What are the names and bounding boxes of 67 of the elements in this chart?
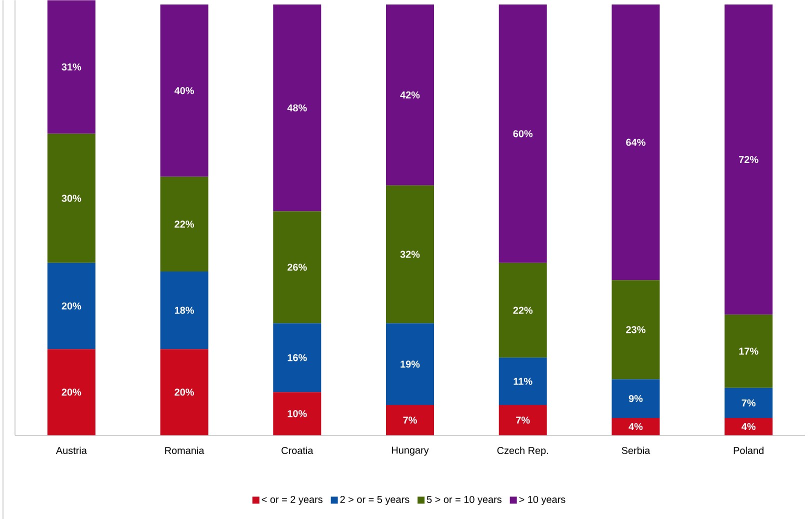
bar bbox=[612, 280, 660, 380]
legend-label: > 10 years bbox=[519, 496, 566, 505]
data-label: 20% bbox=[62, 388, 82, 396]
bar bbox=[386, 404, 434, 435]
data-label: 18% bbox=[174, 306, 194, 314]
data-label: 26% bbox=[288, 264, 307, 271]
bar bbox=[273, 211, 322, 324]
data-label: 20% bbox=[174, 388, 194, 396]
data-label: 7% bbox=[742, 399, 756, 406]
data-label: 20% bbox=[62, 302, 82, 310]
bar bbox=[612, 379, 660, 418]
data-label: 72% bbox=[739, 156, 758, 163]
data-label: 16% bbox=[288, 354, 307, 361]
bar bbox=[47, 134, 96, 263]
data-label: 30% bbox=[62, 194, 82, 202]
bar bbox=[498, 357, 547, 405]
legend-label: < or = 2 years bbox=[262, 496, 322, 505]
data-label: 17% bbox=[739, 348, 758, 355]
bar bbox=[724, 314, 773, 388]
bar bbox=[273, 4, 322, 212]
data-label: 31% bbox=[62, 63, 82, 70]
bar bbox=[160, 4, 208, 177]
x-tick-label: Hungary bbox=[392, 446, 429, 456]
bar bbox=[47, 348, 96, 435]
data-label: 32% bbox=[400, 250, 420, 258]
bar bbox=[47, 0, 96, 134]
bar bbox=[273, 323, 322, 392]
data-label: 10% bbox=[288, 410, 307, 417]
x-tick-label: Czech Rep. bbox=[497, 446, 548, 456]
legend-label: 2 > or = 5 years bbox=[340, 496, 410, 505]
x-tick-label: Austria bbox=[56, 446, 87, 454]
bar bbox=[386, 4, 434, 186]
bar bbox=[160, 348, 208, 435]
data-label: 4% bbox=[628, 422, 643, 430]
bar bbox=[498, 262, 547, 358]
bar bbox=[273, 392, 322, 435]
bar bbox=[160, 271, 208, 349]
bar bbox=[498, 404, 547, 435]
x-tick-label: Croatia bbox=[282, 446, 314, 454]
data-label: 22% bbox=[513, 306, 533, 314]
bar bbox=[498, 4, 547, 263]
bar bbox=[47, 262, 96, 349]
x-tick-label: Romania bbox=[165, 446, 204, 454]
data-label: 4% bbox=[742, 422, 756, 430]
bar bbox=[612, 4, 660, 280]
data-label: 7% bbox=[516, 416, 530, 424]
bar bbox=[160, 176, 208, 272]
data-label: 9% bbox=[628, 394, 643, 402]
data-label: 19% bbox=[400, 360, 420, 368]
bar bbox=[724, 418, 773, 435]
data-label: 48% bbox=[287, 104, 307, 112]
x-tick-label: Serbia bbox=[622, 446, 650, 454]
bar bbox=[386, 323, 434, 405]
bar bbox=[386, 185, 434, 324]
data-label: 23% bbox=[626, 326, 646, 334]
data-label: 64% bbox=[626, 138, 646, 146]
data-label: 11% bbox=[514, 378, 532, 385]
data-label: 40% bbox=[174, 86, 194, 94]
bar bbox=[724, 388, 773, 418]
data-label: 42% bbox=[400, 91, 420, 98]
data-label: 7% bbox=[403, 416, 417, 424]
bar bbox=[612, 418, 660, 435]
bar bbox=[724, 4, 773, 314]
legend-label: 5 > or = 10 years bbox=[426, 496, 502, 505]
data-label: 60% bbox=[513, 130, 533, 138]
data-label: 22% bbox=[174, 220, 194, 228]
x-tick-label: Poland bbox=[734, 446, 764, 454]
